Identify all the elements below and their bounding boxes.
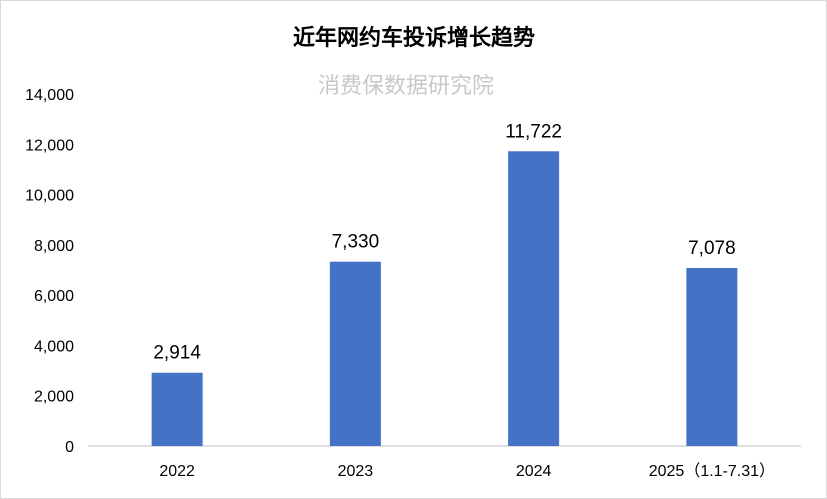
watermark-text: 消费保数据研究院 xyxy=(318,74,494,99)
data-label: 7,078 xyxy=(688,238,736,259)
x-tick-label: 2022 xyxy=(159,463,195,480)
data-label: 11,722 xyxy=(505,121,562,142)
y-tick-label: 12,000 xyxy=(25,137,74,154)
y-tick-label: 0 xyxy=(65,439,74,456)
y-tick-label: 14,000 xyxy=(25,87,74,104)
bar-series xyxy=(151,151,738,446)
data-label: 7,330 xyxy=(332,232,380,253)
y-tick-label: 6,000 xyxy=(34,288,74,305)
bar xyxy=(151,372,203,446)
bar xyxy=(508,151,560,446)
x-axis: 2022 2023 2024 2025（1.1-7.31） xyxy=(159,462,775,480)
x-tick-label: 2024 xyxy=(516,463,552,480)
chart-title: 近年网约车投诉增长趋势 xyxy=(293,25,535,51)
y-tick-label: 8,000 xyxy=(34,238,74,255)
bar xyxy=(329,261,381,446)
y-tick-label: 4,000 xyxy=(34,338,74,355)
data-label: 2,914 xyxy=(153,343,201,364)
x-tick-label: 2025（1.1-7.31） xyxy=(649,462,775,480)
bar xyxy=(686,268,738,446)
y-tick-label: 10,000 xyxy=(25,188,74,205)
y-axis: 0 2,000 4,000 6,000 8,000 10,000 12,000 14,000 xyxy=(25,87,74,456)
y-tick-label: 2,000 xyxy=(34,389,74,406)
data-labels: 2,914 7,330 11,722 7,078 xyxy=(153,121,735,363)
x-tick-label: 2023 xyxy=(338,463,374,480)
